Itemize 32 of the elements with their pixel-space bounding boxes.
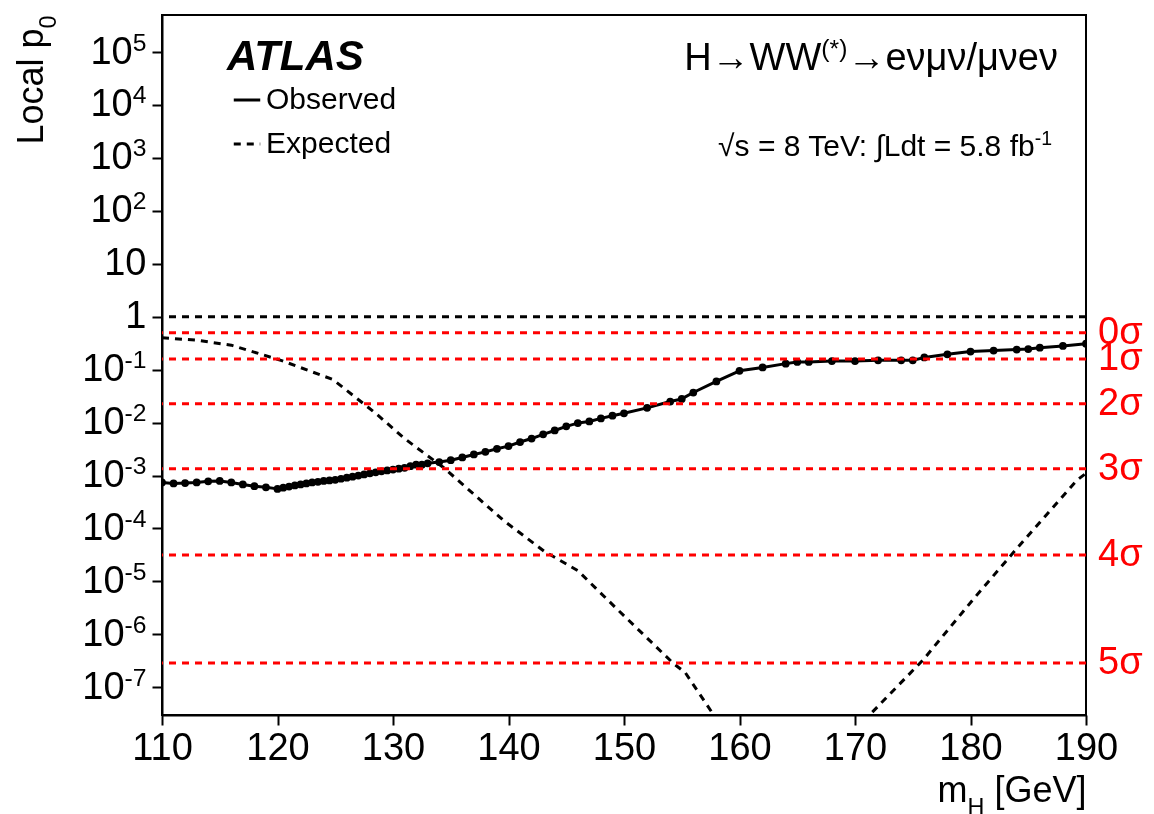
y-tick-label: 10$^{-7}$ [82, 663, 147, 707]
x-tick-label: 140 [477, 725, 541, 768]
y-tick-label: 10$^{-6}$ [82, 610, 147, 654]
y-tick-label: 10$^{-3}$ [82, 451, 147, 496]
x-tick-label: 130 [361, 725, 426, 768]
legend-label: Expected [266, 126, 392, 159]
y-tick-label: 10$^{2}$ [90, 186, 147, 231]
y-tick-label: 10$^{5}$ [90, 28, 147, 72]
ref-line-label: 2σ [1098, 380, 1143, 423]
ref-line-label: 4σ [1098, 531, 1143, 574]
annotation: ATLAS [226, 32, 364, 79]
y-tick-label: 10$^{-4}$ [82, 504, 147, 548]
x-tick-label: 180 [939, 725, 1003, 768]
y-tick-label: 10$^{3}$ [90, 133, 147, 178]
y-tick-label: 1 [125, 294, 147, 337]
y-tick-label: 10$^{-2}$ [82, 398, 147, 443]
y-tick-label: 10$^{-5}$ [82, 557, 147, 601]
x-tick-label: 170 [823, 725, 888, 768]
ref-line-label: 3σ [1098, 445, 1143, 488]
x-tick-label: 160 [708, 725, 772, 768]
x-tick-label: 150 [592, 725, 657, 768]
x-tick-label: 120 [246, 725, 310, 768]
annotation: H→WW$^{(*)}$→eνμν/μνeν [684, 34, 1058, 78]
y-tick-label: 10$^{4}$ [90, 80, 147, 125]
x-axis-title: m$_{H}$ [GeV] [937, 768, 1087, 814]
x-tick-label: 110 [132, 725, 193, 768]
ref-line-label: 5σ [1098, 640, 1143, 683]
y-tick-label: 10$^{-1}$ [82, 345, 147, 390]
legend-label: Observed [266, 82, 397, 115]
annotation: √s = 8 TeV: ∫Ldt = 5.8 fb$^{-1}$ [718, 127, 1052, 163]
y-tick-label: 10 [104, 241, 147, 284]
x-tick-label: 190 [1054, 725, 1119, 768]
